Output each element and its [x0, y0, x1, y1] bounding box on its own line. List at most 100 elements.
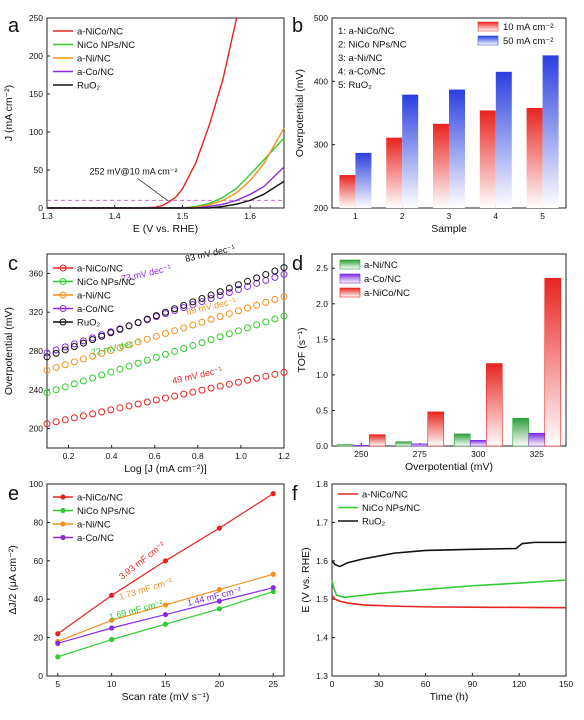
- legend-label: a-NiCo/NC: [77, 27, 123, 38]
- legend-label: a-NiCo/NC: [77, 264, 123, 275]
- y-tick-label: 240: [29, 385, 43, 395]
- x-axis-label: Log [J (mA cm⁻²)]: [124, 463, 207, 475]
- panel-c-tafel-plot: 0.2 0.4 0.6 0.8 1.0 1.2 200 240 280 320 360 Log [J …: [3, 243, 290, 475]
- x-tick-label: 4: [493, 211, 498, 221]
- x-tick-label: 1.3: [41, 211, 53, 221]
- data-point: [189, 342, 197, 350]
- data-point: [216, 288, 224, 296]
- x-tick-label: 3: [447, 211, 452, 221]
- x-tick-label: 150: [559, 679, 573, 689]
- data-point: [162, 350, 169, 358]
- series-line: [47, 17, 238, 209]
- legend-label: a-NiCo/NC: [77, 493, 123, 504]
- legend-label: a-Co/NC: [364, 274, 401, 285]
- legend-marker: [59, 291, 67, 299]
- data-point: [234, 281, 242, 289]
- x-tick-label: 2: [400, 211, 405, 221]
- data-point: [43, 389, 51, 397]
- data-point: [43, 353, 51, 361]
- data-point: [79, 339, 87, 347]
- data-point: [89, 352, 97, 360]
- data-point: [262, 270, 270, 278]
- bar: [453, 433, 471, 447]
- data-point: [180, 301, 188, 309]
- bar: [411, 443, 429, 447]
- x-tick-label: 0.8: [192, 451, 204, 461]
- legend-marker: [60, 494, 66, 500]
- data-point: [189, 321, 197, 329]
- data-point: [43, 420, 51, 428]
- capacitance-label: 1.69 mF cm⁻²: [108, 598, 164, 622]
- x-tick-label: 0.4: [106, 451, 118, 461]
- x-tick-label: 275: [413, 449, 427, 459]
- y-tick-label: 1.3: [316, 671, 328, 681]
- data-point: [116, 365, 124, 373]
- data-point: [225, 380, 233, 388]
- data-point: [280, 293, 288, 301]
- y-tick-label: 60: [34, 556, 44, 566]
- data-point: [280, 270, 288, 278]
- data-point: [61, 416, 69, 424]
- sample-key-label: 4: a-Co/NC: [338, 67, 386, 78]
- data-point: [270, 588, 276, 595]
- data-point: [162, 330, 169, 338]
- x-axis-label: Overpotential (mV): [405, 461, 493, 473]
- series-line: [331, 594, 567, 609]
- data-point: [162, 558, 169, 564]
- data-point: [116, 325, 124, 333]
- bar: [469, 440, 487, 447]
- slope-label: 49 mV dec⁻¹: [171, 365, 223, 386]
- bar: [336, 444, 354, 447]
- panel-letter: d: [292, 253, 303, 275]
- x-axis-label: Sample: [431, 223, 467, 235]
- data-point: [234, 307, 242, 315]
- bar: [526, 107, 543, 208]
- x-tick-label: 250: [354, 449, 368, 459]
- data-point: [79, 355, 87, 363]
- data-point: [52, 386, 60, 394]
- data-point: [216, 525, 222, 531]
- data-point: [271, 315, 279, 323]
- y-axis-label: Overpotential (mV): [3, 307, 15, 395]
- data-point: [143, 315, 151, 323]
- data-point: [270, 571, 276, 577]
- slope-label: 83 mV dec⁻¹: [184, 243, 236, 264]
- x-tick-label: 90: [468, 679, 478, 689]
- data-point: [207, 384, 215, 392]
- y-tick-label: 40: [34, 594, 44, 604]
- data-point: [207, 295, 215, 303]
- data-point: [109, 617, 115, 623]
- legend-marker: [59, 318, 67, 326]
- data-point: [270, 491, 276, 497]
- data-point: [70, 343, 78, 351]
- data-point: [216, 333, 224, 341]
- data-point: [98, 371, 106, 379]
- data-point: [262, 298, 270, 306]
- data-point: [271, 273, 279, 281]
- data-point: [125, 322, 133, 330]
- x-axis-label: Scan rate (mV s⁻¹): [122, 691, 210, 703]
- x-tick-label: 0.6: [149, 451, 161, 461]
- data-point: [109, 636, 115, 643]
- legend-label: RuO₂: [77, 318, 101, 329]
- data-point: [180, 345, 188, 353]
- data-point: [79, 412, 87, 420]
- bar: [479, 110, 496, 208]
- annotation-label: 252 mV@10 mA cm⁻²: [90, 166, 178, 176]
- y-tick-label: 0.5: [316, 405, 328, 415]
- data-point: [171, 347, 179, 355]
- x-tick-label: 1.2: [278, 451, 290, 461]
- annotation-arrow: [137, 178, 168, 201]
- data-point: [234, 378, 242, 386]
- legend-label: RuO₂: [362, 517, 386, 528]
- data-point: [270, 585, 276, 591]
- legend-marker: [59, 264, 67, 272]
- data-point: [207, 291, 215, 299]
- legend-marker: [59, 278, 67, 285]
- data-point: [134, 400, 142, 408]
- data-point: [189, 301, 197, 309]
- data-point: [244, 277, 252, 285]
- data-point: [55, 654, 61, 660]
- y-tick-label: 1.5: [316, 594, 328, 604]
- data-point: [171, 305, 179, 313]
